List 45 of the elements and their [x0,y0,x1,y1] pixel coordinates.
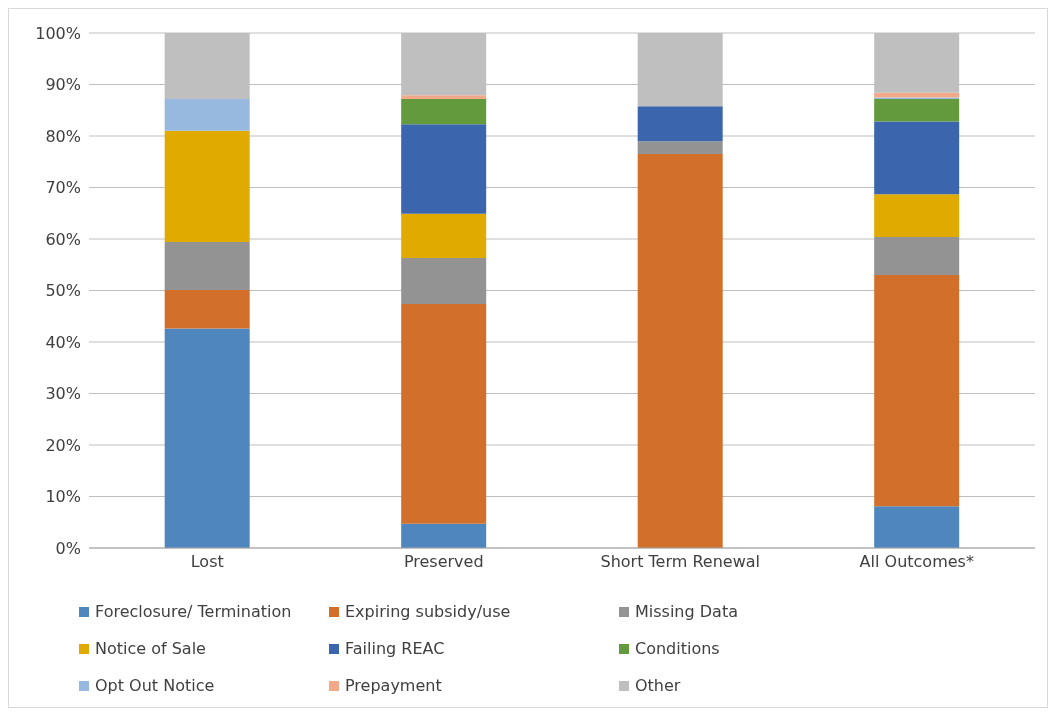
bar [874,194,960,237]
legend-label: Other [635,676,681,695]
bar [401,213,487,259]
bar [164,130,250,243]
bar [874,275,960,507]
bar [874,121,960,195]
bar [401,98,487,125]
y-tick-label: 70% [45,178,81,198]
bar [401,523,487,548]
bar [874,98,960,122]
y-tick-label: 60% [45,229,81,249]
bar [164,289,250,329]
bar [164,328,250,548]
bar [874,236,960,276]
x-tick-label: Lost [190,552,224,572]
y-tick-label: 90% [45,75,81,95]
bar [401,303,487,524]
legend-label: Expiring subsidy/use [345,602,511,621]
bar [401,258,487,304]
y-tick-label: 10% [45,487,81,507]
y-tick-label: 100% [35,23,81,43]
bar [637,141,723,155]
bar [637,154,723,548]
bar [637,106,723,142]
bar [164,242,250,290]
x-tick-label: All Outcomes* [859,552,974,572]
x-tick-label: Short Term Renewal [600,552,760,572]
legend-label: Missing Data [635,602,738,621]
legend-label: Failing REAC [345,639,445,658]
y-tick-label: 0% [55,538,81,558]
bar [401,124,487,214]
bar [874,506,960,548]
y-tick-label: 40% [45,332,81,352]
legend-label: Opt Out Notice [95,676,215,695]
bar [401,95,487,99]
y-tick-label: 50% [45,281,81,301]
legend-label: Conditions [635,639,720,658]
x-tick-label: Preserved [403,552,484,572]
legend-label: Prepayment [345,676,442,695]
y-tick-label: 80% [45,126,81,146]
bar [164,98,250,131]
legend-label: Notice of Sale [95,639,206,658]
legend-label: Foreclosure/ Termination [95,602,292,621]
y-tick-label: 20% [45,435,81,455]
y-tick-label: 30% [45,384,81,404]
